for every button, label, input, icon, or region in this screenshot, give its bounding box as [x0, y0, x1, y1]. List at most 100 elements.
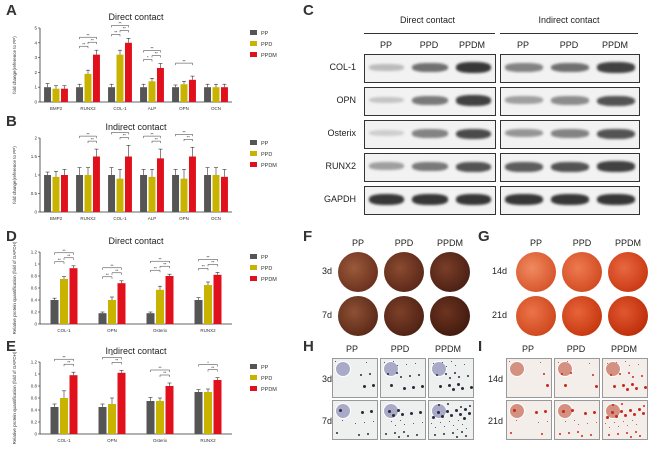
stain-spot: [360, 374, 362, 376]
h-col-ppdm: PPDM: [434, 344, 461, 354]
x-tick-label: OPN: [179, 106, 189, 111]
bar-ppd: [180, 84, 188, 102]
significance-label: **: [67, 359, 71, 364]
stain-spot: [644, 386, 647, 389]
stain-spot: [355, 423, 356, 424]
blot-band: [551, 96, 589, 105]
y-tick-label: 0: [34, 322, 37, 327]
stain-spot: [449, 421, 450, 422]
significance-bracket: [150, 369, 170, 372]
chart-title: Indirect contact: [105, 346, 167, 356]
significance-label: **: [206, 255, 210, 260]
stain-spot: [620, 410, 623, 413]
stain-spot: [565, 421, 566, 422]
stain-spot: [461, 431, 463, 433]
bar-ppd: [60, 279, 68, 324]
stain-spot: [403, 431, 405, 433]
stain-spot: [397, 365, 398, 366]
significance-bracket: [79, 45, 89, 49]
significance-bracket: [119, 137, 129, 140]
bar-ppd: [148, 81, 156, 102]
stain-spot: [629, 365, 630, 366]
y-tick-label: 0.6: [31, 286, 38, 291]
blot-col-ppd: PPD: [419, 40, 439, 50]
bar-pp: [140, 87, 148, 102]
stain-spot: [571, 409, 574, 412]
significance-bracket: [102, 276, 113, 279]
stain-spot: [422, 422, 423, 423]
micrograph-inset: [605, 361, 621, 377]
stain-spot: [629, 409, 632, 412]
stain-spot: [363, 385, 366, 388]
blot-band: [412, 162, 448, 171]
stain-spot: [641, 375, 643, 377]
stain-spot: [470, 386, 473, 389]
panel-letter-i: I: [478, 338, 483, 355]
stain-spot: [469, 405, 471, 407]
stain-spot: [622, 384, 625, 387]
x-tick-label: RUNX2: [80, 106, 96, 111]
significance-bracket: [159, 374, 170, 377]
stain-spot: [546, 384, 549, 387]
significance-bracket: [87, 41, 97, 45]
stain-spot: [358, 434, 360, 436]
y-tick-label: 3: [34, 55, 37, 60]
stain-spot: [457, 429, 458, 430]
stain-spot: [516, 420, 517, 421]
blot-col-pp: PP: [379, 40, 392, 50]
blot-band: [597, 62, 635, 74]
significance-bracket: [54, 252, 74, 255]
x-tick-label: OCN: [211, 106, 221, 111]
significance-bracket: [54, 261, 65, 264]
stain-spot: [397, 409, 400, 412]
bar-ppdm: [213, 274, 222, 324]
legend-swatch-ppd: [250, 41, 257, 46]
stain-spot: [625, 361, 626, 362]
stain-spot: [564, 384, 567, 387]
blot-membrane: [364, 153, 496, 182]
bar-ppd: [204, 285, 212, 324]
blot-band: [597, 161, 635, 173]
chart-title: Direct contact: [108, 12, 164, 22]
bar-pp: [204, 175, 212, 212]
significance-label: **: [110, 353, 114, 358]
legend-label: PP: [261, 31, 269, 37]
stain-spot: [561, 373, 563, 375]
stain-spot: [395, 425, 396, 426]
stain-spot: [627, 425, 628, 426]
f-col-ppd: PPD: [394, 238, 414, 248]
x-tick-label: BMP2: [50, 216, 63, 221]
significance-bracket: [111, 272, 122, 275]
micrograph-inset: [335, 361, 351, 377]
significance-label: **: [106, 272, 110, 277]
significance-bracket: [54, 358, 74, 362]
significance-label: **: [91, 37, 95, 42]
i-col-ppd: PPD: [566, 344, 586, 354]
i-row-14d: 14d: [488, 374, 504, 384]
stain-spot: [624, 414, 627, 417]
significance-label: **: [118, 21, 122, 26]
bar-ppdm: [165, 386, 174, 434]
blot-band: [597, 128, 635, 139]
y-tick-label: 5: [34, 26, 37, 31]
bar-pp: [172, 175, 180, 212]
significance-label: **: [155, 136, 159, 141]
significance-bracket: [183, 139, 193, 142]
stain-spot: [447, 403, 449, 405]
stain-spot: [631, 383, 634, 386]
stain-spot: [400, 376, 402, 378]
y-tick-label: 1.2: [31, 360, 38, 365]
significance-label: **: [123, 133, 127, 138]
chart-e-indirect-contact-protein: Indirect contact Relative protein quantif…: [12, 346, 277, 444]
stain-spot: [626, 432, 628, 434]
blot-membrane: [500, 120, 640, 149]
blot-band: [369, 194, 405, 206]
blot-band: [505, 96, 543, 105]
y-axis-label: Relative protein quantification (fold of…: [12, 241, 17, 334]
ars-dish: [516, 252, 556, 292]
stain-spot: [581, 435, 583, 437]
stain-spot: [421, 385, 424, 388]
legend-swatch-pp: [250, 30, 257, 35]
chart-b-indirect-contact-qpcr: Indirect contact fold change(reference to…: [12, 122, 277, 221]
